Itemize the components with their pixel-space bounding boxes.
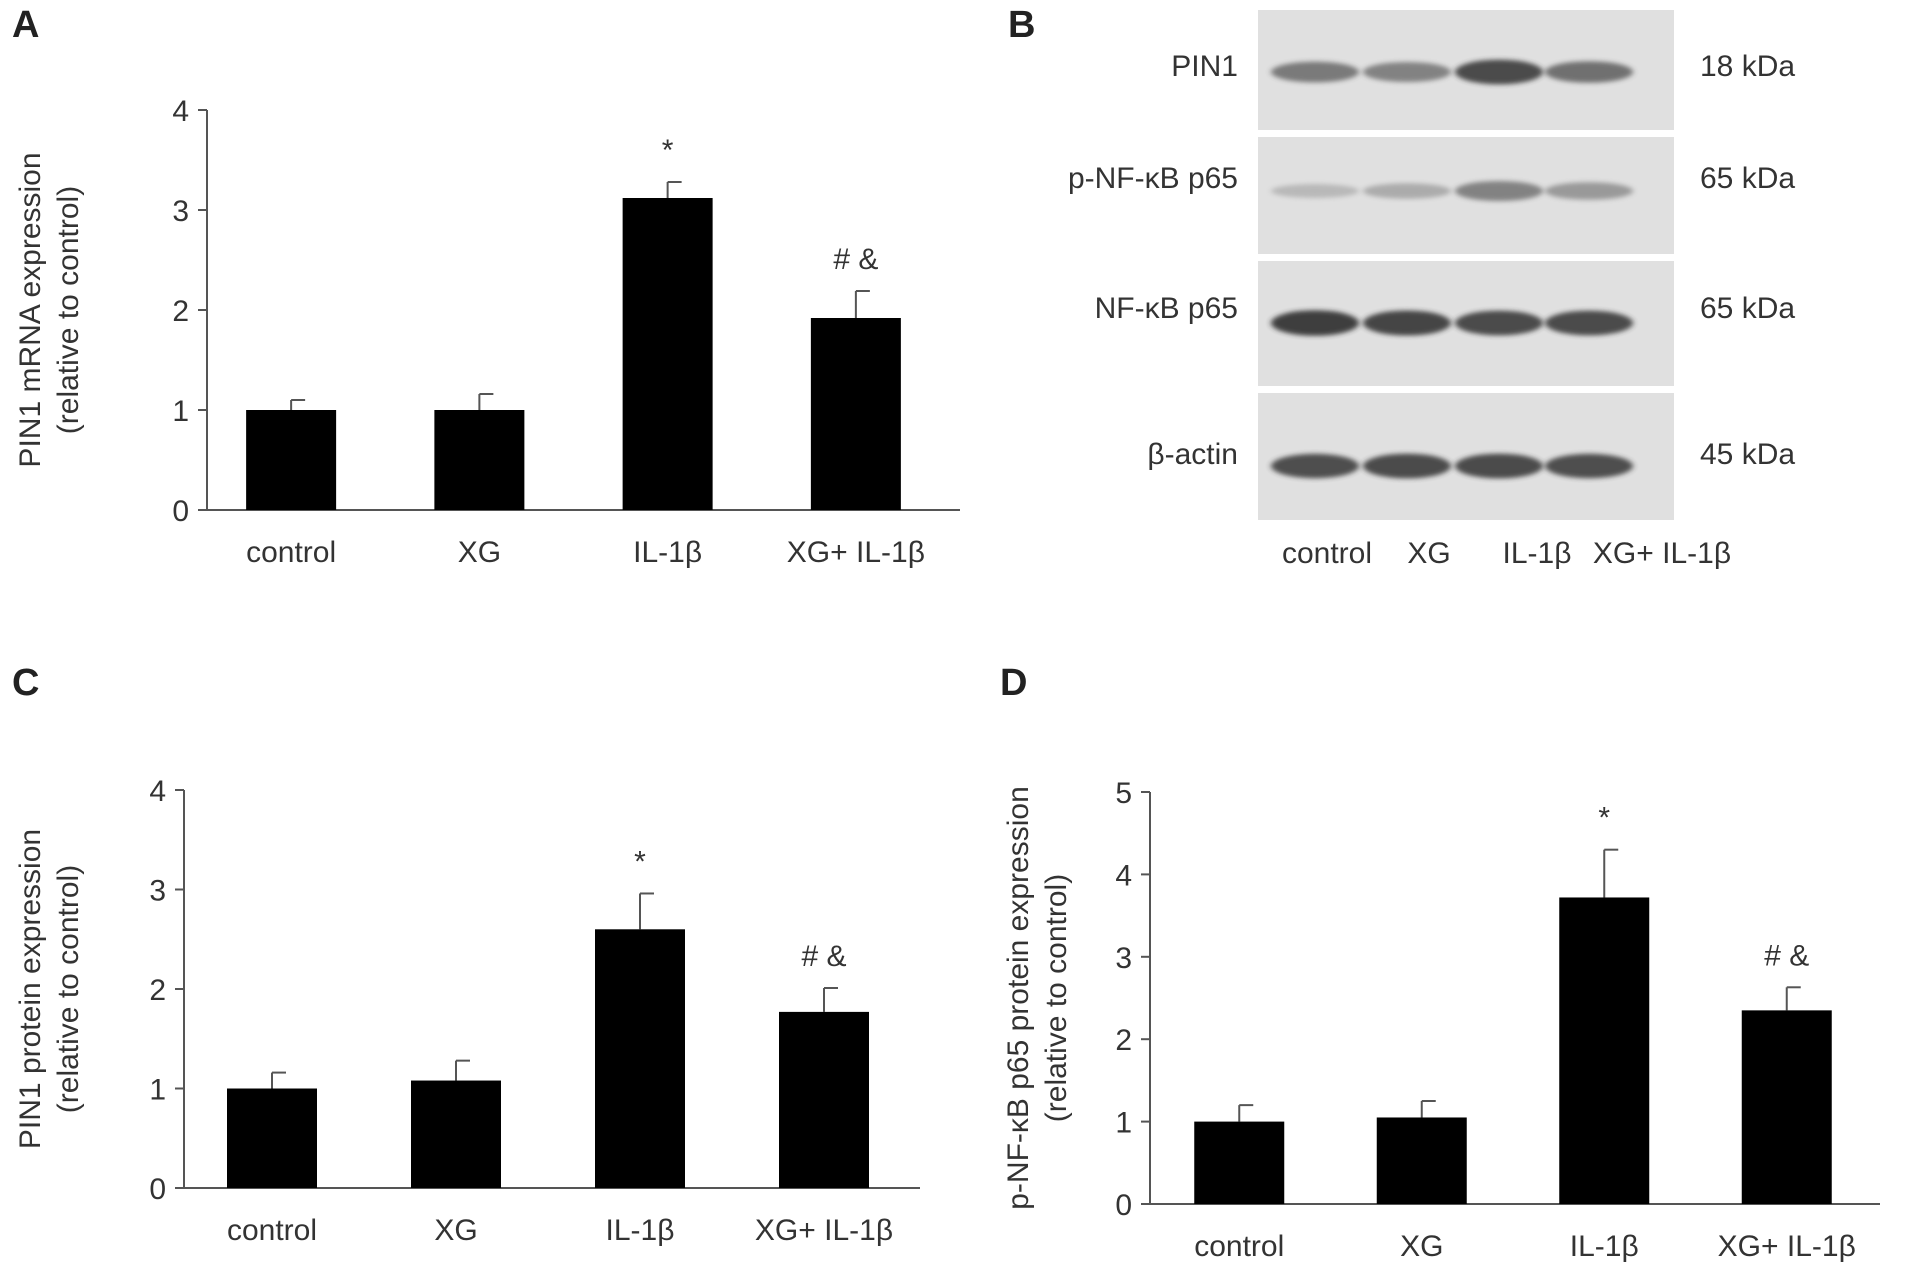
y-tick-label: 3 <box>149 875 166 908</box>
kda-label: 45 kDa <box>1700 438 1795 471</box>
blot-lane-label: XG+ IL-1β <box>1593 537 1731 570</box>
y-axis-label: PIN1 mRNA expression <box>14 152 47 467</box>
y-tick-label: 1 <box>172 395 189 428</box>
y-tick-label: 3 <box>1115 942 1132 975</box>
kda-label: 18 kDa <box>1700 50 1795 83</box>
x-tick-label: IL-1β <box>606 1214 675 1247</box>
significance-label: # & <box>801 940 846 973</box>
x-tick-label: IL-1β <box>1570 1230 1639 1263</box>
y-tick-label: 0 <box>149 1173 166 1206</box>
blot-band <box>1363 183 1451 199</box>
blot-row-label: p-NF-κB p65 <box>1068 162 1238 195</box>
blot-row-label: β-actin <box>1147 438 1238 471</box>
significance-label: * <box>634 845 646 878</box>
chart-d: 0 1 2 3 4 5 p-NF-κB p65 protein expression (rel… <box>1002 777 1880 1263</box>
x-tick-label: XG <box>458 536 501 569</box>
blot-band <box>1271 453 1359 479</box>
blot-lane-label: IL-1β <box>1503 537 1572 570</box>
kda-label: 65 kDa <box>1700 292 1795 325</box>
blot-band <box>1545 61 1633 83</box>
x-tick-label: IL-1β <box>633 536 702 569</box>
blot-band <box>1545 182 1633 200</box>
blot-band <box>1363 310 1451 336</box>
bar <box>1194 1121 1285 1204</box>
y-tick-label: 1 <box>149 1074 166 1107</box>
y-axis-label: (relative to control) <box>52 186 85 434</box>
blot-band <box>1455 453 1543 479</box>
bar <box>246 410 337 510</box>
x-tick-label: control <box>246 536 336 569</box>
y-tick-label: 4 <box>1115 859 1132 892</box>
blot-row-label: NF-κB p65 <box>1095 292 1238 325</box>
significance-label: * <box>662 134 674 167</box>
blot-band <box>1271 61 1359 83</box>
blot-lane-label: control <box>1282 537 1372 570</box>
bar <box>810 318 901 510</box>
bar <box>779 1011 869 1188</box>
bar <box>595 929 685 1188</box>
bar <box>1376 1117 1467 1204</box>
y-tick-label: 0 <box>172 495 189 528</box>
bar <box>411 1080 501 1188</box>
panel-letter-d: D <box>1000 662 1028 704</box>
y-tick-label: 5 <box>1115 777 1132 810</box>
panel-letter-a: A <box>12 4 40 46</box>
blot-band <box>1271 310 1359 336</box>
blot-band <box>1271 184 1359 198</box>
blot-band <box>1455 59 1543 85</box>
y-tick-label: 2 <box>149 974 166 1007</box>
x-tick-label: XG <box>434 1214 477 1247</box>
x-tick-label: XG+ IL-1β <box>1718 1230 1856 1263</box>
bar <box>622 198 713 510</box>
significance-label: * <box>1598 802 1610 835</box>
bar <box>227 1088 317 1188</box>
y-axis-label: p-NF-κB p65 protein expression <box>1002 786 1035 1210</box>
x-tick-label: control <box>227 1214 317 1247</box>
x-tick-label: XG+ IL-1β <box>755 1214 893 1247</box>
blot-row-label: PIN1 <box>1171 50 1238 83</box>
y-tick-label: 2 <box>172 295 189 328</box>
blot-band <box>1455 181 1543 201</box>
panel-letter-b: B <box>1008 4 1036 46</box>
y-tick-label: 4 <box>149 775 166 808</box>
bar <box>1741 1010 1832 1204</box>
y-tick-label: 1 <box>1115 1107 1132 1140</box>
y-axis-label: (relative to control) <box>1040 874 1073 1122</box>
x-tick-label: XG <box>1400 1230 1443 1263</box>
significance-label: # & <box>1764 939 1809 972</box>
y-tick-label: 3 <box>172 195 189 228</box>
x-tick-label: XG+ IL-1β <box>787 536 925 569</box>
x-tick-label: control <box>1194 1230 1284 1263</box>
panel-letter-c: C <box>12 662 40 704</box>
western-blot-b: PIN1 18 kDa p-NF-κB p65 65 kDa NF-κB p65 65 k… <box>1068 10 1795 570</box>
kda-label: 65 kDa <box>1700 162 1795 195</box>
bar <box>434 410 525 510</box>
chart-c: 0 1 2 3 4 PIN1 protein expression (relative to… <box>14 775 920 1247</box>
blot-band <box>1363 453 1451 479</box>
significance-label: # & <box>833 243 878 276</box>
blot-band <box>1363 62 1451 82</box>
bar <box>1559 897 1650 1204</box>
blot-band <box>1545 453 1633 479</box>
y-tick-label: 4 <box>172 95 189 128</box>
chart-a: 0 1 2 3 4 PIN1 mRNA expression (relative to co… <box>14 95 960 569</box>
y-tick-label: 0 <box>1115 1189 1132 1222</box>
blot-lane-label: XG <box>1407 537 1450 570</box>
blot-band <box>1545 310 1633 336</box>
blot-band <box>1455 310 1543 336</box>
y-axis-label: PIN1 protein expression <box>14 829 47 1149</box>
y-axis-label: (relative to control) <box>52 865 85 1113</box>
y-tick-label: 2 <box>1115 1024 1132 1057</box>
